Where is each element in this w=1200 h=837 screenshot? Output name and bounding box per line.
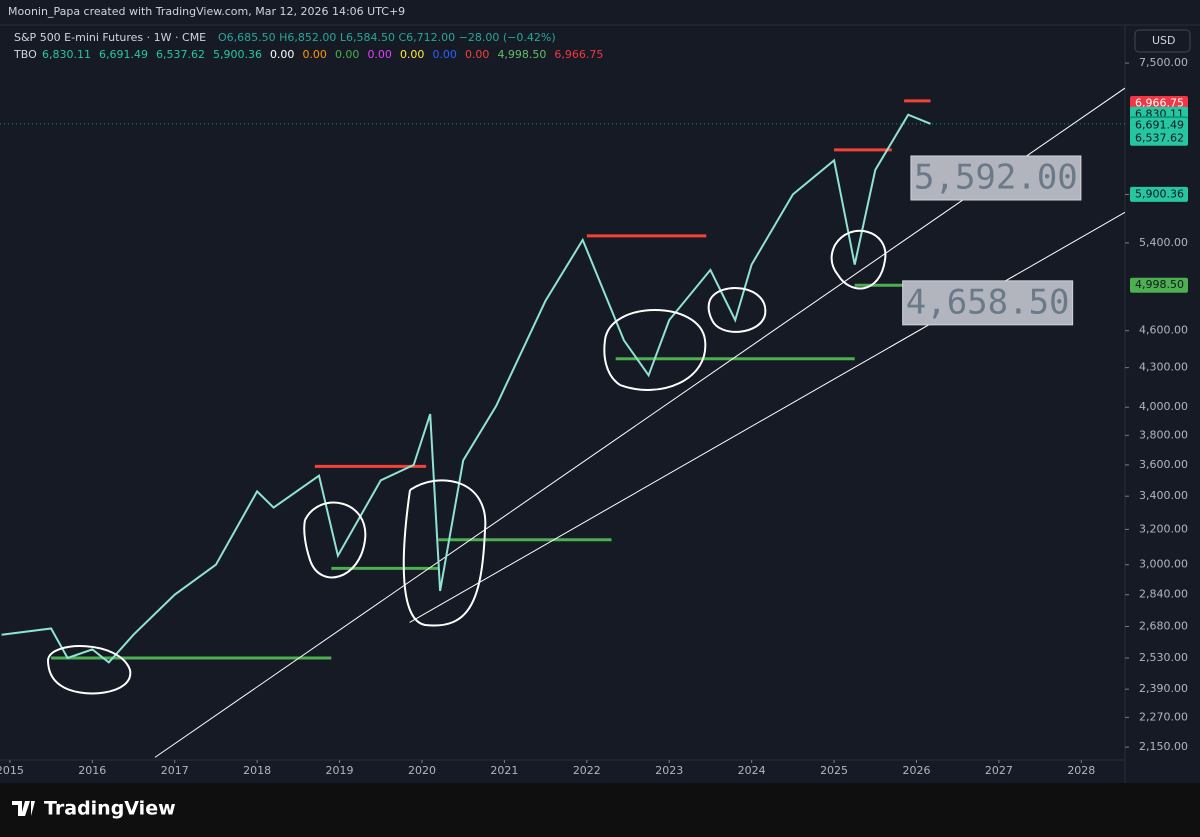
indicator-value: 0.00 [302,48,327,61]
hand-drawn-circles [47,229,887,695]
x-tick-label: 2022 [573,764,601,777]
circle [402,479,487,627]
price-tag [1130,277,1188,293]
x-tick-label: 2017 [161,764,189,777]
chart-background [0,0,1200,783]
indicator-name: TBO [13,48,37,61]
x-tick-label: 2018 [243,764,271,777]
currency-button[interactable] [1134,29,1191,53]
price-tag-label: 6,691.49 [1135,119,1184,132]
y-tick-label: 3,800.00 [1139,428,1188,441]
x-tick-label: 2019 [326,764,354,777]
x-tick-label: 2016 [78,764,106,777]
indicator-value: 6,537.62 [156,48,205,61]
currency-label[interactable]: USD [1152,34,1176,47]
footer-bar [0,783,1200,837]
circle [303,501,367,579]
x-tick-label: 2020 [408,764,436,777]
indicator-value: 4,998.50 [497,48,546,61]
circle [830,229,887,290]
x-tick-label: 2021 [490,764,518,777]
y-tick-label: 3,000.00 [1139,558,1188,571]
price-tag-label: 6,537.62 [1135,131,1184,144]
tradingview-logo [12,801,35,816]
x-tick-label: 2015 [0,764,24,777]
plot-area [0,87,1125,758]
y-tick-label: 2,390.00 [1139,682,1188,695]
indicator-value: 0.00 [270,48,295,61]
y-tick-label: 4,600.00 [1139,324,1188,337]
indicator-value: 6,830.11 [42,48,91,61]
annotation-text: 4,658.50 [906,282,1070,322]
y-tick-label: 2,530.00 [1139,651,1188,664]
y-tick-label: 4,300.00 [1139,361,1188,374]
indicator-value: 6,966.75 [554,48,603,61]
x-tick-label: 2024 [738,764,766,777]
circle [603,309,707,391]
logo-icon [12,801,35,816]
y-tick-label: 3,200.00 [1139,522,1188,535]
symbol-title: S&P 500 E-mini Futures · 1W · CME [14,31,206,44]
circle [47,645,132,695]
price-tag-label: 4,998.50 [1135,278,1184,291]
price-tag [1130,118,1188,134]
price-tag-label: 5,900.36 [1135,187,1184,200]
y-tick-label: 4,000.00 [1139,400,1188,413]
indicator-value: 0.00 [367,48,392,61]
x-tick-label: 2028 [1067,764,1095,777]
x-tick-label: 2023 [655,764,683,777]
annotation: 4,658.50 [902,280,1074,326]
price-tag [1130,186,1188,202]
x-tick-label: 2026 [902,764,930,777]
indicator-value: 0.00 [465,48,490,61]
y-tick-label: 5,400.00 [1139,236,1188,249]
x-tick-label: 2025 [820,764,848,777]
x-tick-label: 2027 [985,764,1013,777]
y-tick-label: 2,150.00 [1139,740,1188,753]
price-tag-label: 6,966.75 [1135,96,1184,109]
annotation-text: 5,592.00 [914,157,1078,197]
annotation: 5,592.00 [910,155,1082,201]
indicator-value: 0.00 [335,48,360,61]
ohlc-values: O6,685.50 H6,852.00 L6,584.50 C6,712.00 … [218,31,556,44]
price-line [1,113,931,664]
circle [707,287,767,333]
price-tag [1130,130,1188,146]
footer-brand: TradingView [44,798,176,820]
y-tick-label: 7,500.00 [1139,56,1188,69]
indicator-value: 0.00 [432,48,457,61]
indicator-value: 0.00 [400,48,425,61]
header-text: Moonin_Papa created with TradingView.com… [8,5,405,18]
y-tick-label: 2,680.00 [1139,619,1188,632]
indicator-value: 5,900.36 [213,48,262,61]
y-tick-label: 2,270.00 [1139,710,1188,723]
annotation-box [902,280,1074,326]
y-tick-label: 3,600.00 [1139,458,1188,471]
indicator-value: 6,691.49 [99,48,148,61]
y-tick-label: 2,840.00 [1139,588,1188,601]
annotation-box [910,155,1082,201]
y-tick-label: 3,400.00 [1139,489,1188,502]
